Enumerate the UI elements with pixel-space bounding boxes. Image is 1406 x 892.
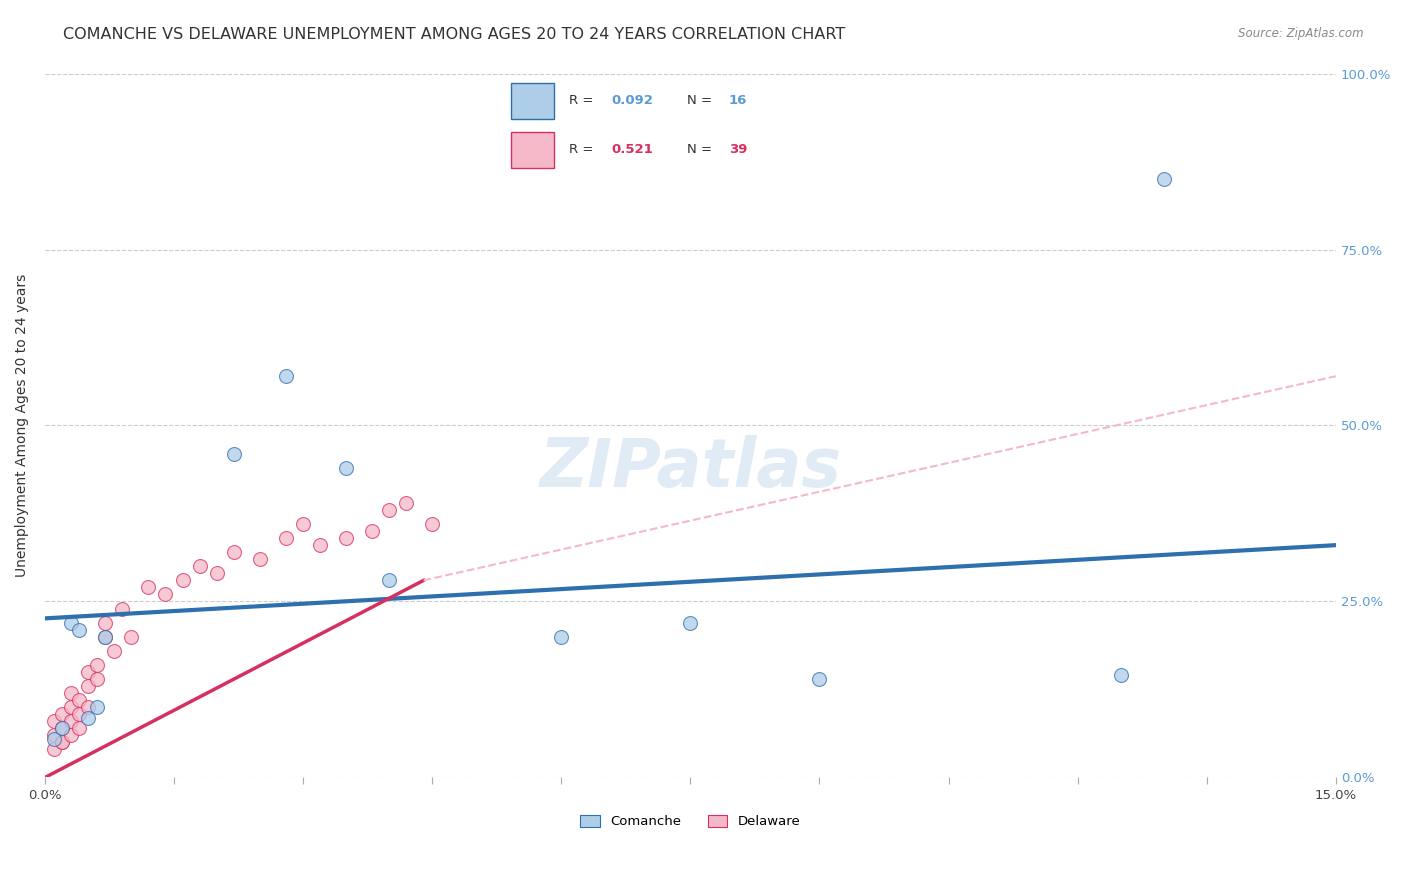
- Point: [59, 728, 82, 742]
- FancyBboxPatch shape: [512, 83, 554, 119]
- Point: [335, 460, 357, 475]
- Legend: Comanche, Delaware: Comanche, Delaware: [575, 810, 806, 834]
- Point: [1109, 668, 1132, 682]
- Point: [94, 630, 117, 644]
- FancyBboxPatch shape: [512, 132, 554, 168]
- Point: [59, 615, 82, 630]
- Point: [188, 559, 211, 574]
- Point: [103, 644, 125, 658]
- Point: [274, 369, 297, 384]
- Point: [249, 552, 271, 566]
- Point: [86, 657, 108, 672]
- Point: [51, 721, 73, 735]
- Text: N =: N =: [686, 94, 716, 107]
- Point: [51, 735, 73, 749]
- Point: [111, 601, 134, 615]
- Point: [292, 516, 315, 531]
- Point: [224, 545, 246, 559]
- Point: [335, 531, 357, 545]
- Point: [378, 574, 401, 588]
- Point: [59, 700, 82, 714]
- Point: [67, 721, 90, 735]
- Text: R =: R =: [568, 94, 598, 107]
- Point: [42, 742, 65, 756]
- Text: Source: ZipAtlas.com: Source: ZipAtlas.com: [1239, 27, 1364, 40]
- Point: [42, 714, 65, 728]
- Point: [42, 728, 65, 742]
- Point: [77, 700, 100, 714]
- Text: 0.521: 0.521: [612, 144, 652, 156]
- Point: [86, 672, 108, 686]
- Point: [1153, 172, 1175, 186]
- Point: [77, 665, 100, 679]
- Text: COMANCHE VS DELAWARE UNEMPLOYMENT AMONG AGES 20 TO 24 YEARS CORRELATION CHART: COMANCHE VS DELAWARE UNEMPLOYMENT AMONG …: [63, 27, 845, 42]
- Point: [378, 503, 401, 517]
- Point: [51, 707, 73, 722]
- Point: [51, 735, 73, 749]
- Point: [120, 630, 142, 644]
- Text: ZIPatlas: ZIPatlas: [540, 434, 841, 500]
- Point: [67, 693, 90, 707]
- Point: [155, 587, 177, 601]
- Text: 0.092: 0.092: [612, 94, 652, 107]
- Text: N =: N =: [686, 144, 716, 156]
- Point: [59, 714, 82, 728]
- Point: [77, 711, 100, 725]
- Point: [361, 524, 384, 538]
- Point: [679, 615, 702, 630]
- Point: [224, 447, 246, 461]
- Point: [51, 721, 73, 735]
- Point: [395, 496, 418, 510]
- Point: [309, 538, 332, 552]
- Point: [42, 731, 65, 746]
- Point: [420, 516, 443, 531]
- Point: [550, 630, 572, 644]
- Point: [77, 679, 100, 693]
- Text: 39: 39: [728, 144, 747, 156]
- Point: [94, 630, 117, 644]
- Point: [94, 615, 117, 630]
- Point: [808, 672, 831, 686]
- Text: 16: 16: [728, 94, 747, 107]
- Point: [205, 566, 228, 581]
- Text: R =: R =: [568, 144, 598, 156]
- Point: [59, 686, 82, 700]
- Point: [86, 700, 108, 714]
- Point: [172, 574, 194, 588]
- Point: [274, 531, 297, 545]
- Point: [67, 623, 90, 637]
- Y-axis label: Unemployment Among Ages 20 to 24 years: Unemployment Among Ages 20 to 24 years: [15, 274, 30, 577]
- Point: [67, 707, 90, 722]
- Point: [136, 581, 159, 595]
